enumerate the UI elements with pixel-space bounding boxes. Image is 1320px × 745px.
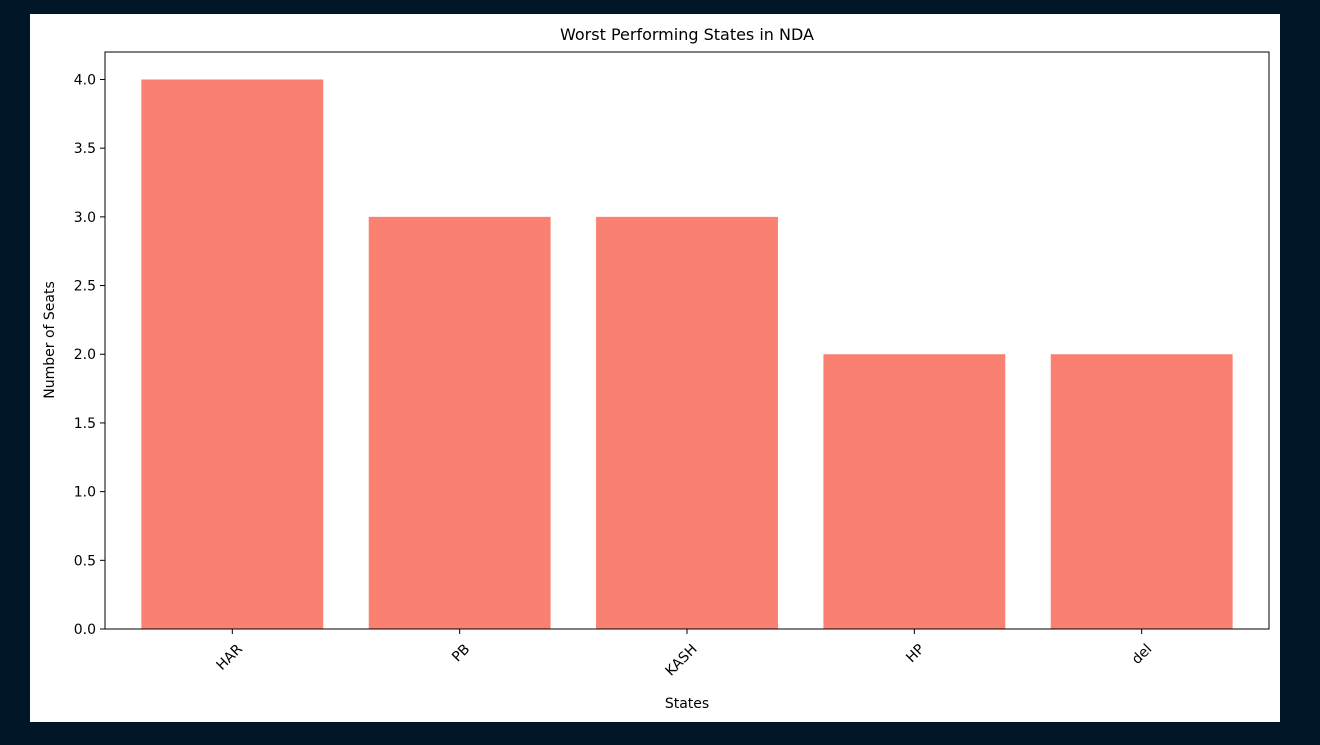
chart-title: Worst Performing States in NDA (560, 25, 814, 44)
x-tick-label-del: del (1129, 641, 1155, 667)
y-tick-label: 2.0 (74, 347, 96, 363)
y-tick-label: 2.5 (74, 279, 96, 295)
y-axis-label: Number of Seats (42, 281, 58, 399)
bar-kash (596, 216, 778, 630)
bars-layer (141, 79, 1233, 630)
bar-har (141, 79, 324, 630)
y-tick-label: 0.5 (74, 553, 96, 569)
y-tick-label: 3.0 (74, 210, 96, 226)
y-tick-label: 1.0 (74, 485, 96, 501)
bar-del (1050, 354, 1233, 629)
x-tick-label-pb: PB (449, 641, 473, 665)
x-tick-label-har: HAR (214, 641, 247, 674)
x-tick-label-kash: KASH (662, 641, 700, 679)
y-tick-label: 1.5 (74, 416, 96, 432)
y-tick-label: 4.0 (74, 72, 96, 88)
x-tick-label-hp: HP (903, 641, 928, 666)
bar-pb (368, 216, 551, 630)
y-tick-label: 3.5 (74, 141, 96, 157)
x-axis: HAR PB KASH HP del (214, 629, 1155, 679)
bar-hp (823, 354, 1006, 629)
x-axis-label: States (665, 696, 709, 712)
y-tick-label: 0.0 (74, 622, 96, 638)
y-axis: 0.0 0.5 1.0 1.5 2.0 2.5 3.0 3.5 4.0 (74, 72, 105, 638)
